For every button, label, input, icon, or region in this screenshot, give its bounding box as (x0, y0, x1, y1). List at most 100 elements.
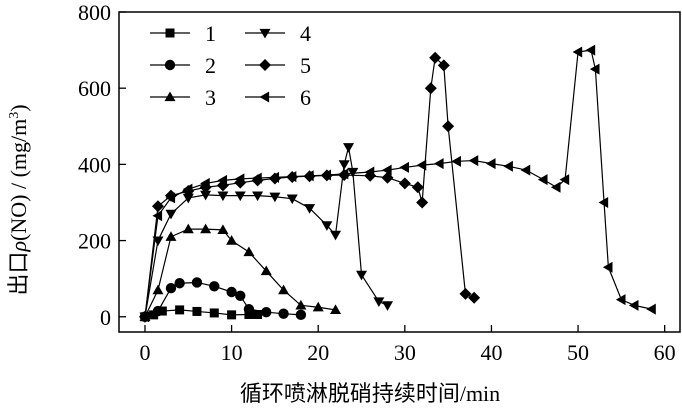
legend-label-2: 2 (205, 53, 216, 78)
y-axis-label-superscript: 3 (7, 112, 22, 119)
series-4-point-13 (338, 160, 350, 170)
series-4-point-7 (252, 191, 264, 202)
series-5-point-22 (459, 287, 472, 300)
series-6-point-12 (338, 168, 349, 180)
series-6-point-14 (382, 164, 392, 176)
plot-frame (118, 11, 681, 333)
x-tick-label-0: 0 (139, 340, 150, 365)
series-5-point-18 (424, 82, 437, 95)
legend-label-6: 6 (300, 85, 311, 110)
series-6-point-8 (269, 171, 280, 183)
series-5-point-16 (411, 181, 424, 194)
y-axis-label-main: (NO) / (mg/m (6, 119, 31, 241)
x-axis-label: 循环喷淋脱硝持续时间/min (240, 381, 500, 406)
series-3-point-3 (182, 223, 194, 234)
series-1-point-8 (253, 309, 263, 319)
series-3-point-4 (200, 223, 212, 234)
series-5-point-20 (437, 59, 450, 72)
legend-marker-5 (259, 59, 271, 71)
series-2-point-1 (152, 305, 164, 317)
legend-item-2: 2 (150, 53, 216, 78)
series-6-point-7 (252, 172, 262, 184)
series-6-point-28 (589, 63, 600, 75)
series-4-point-6 (234, 191, 246, 202)
series-4-point-2 (165, 209, 177, 220)
series-layer (138, 44, 656, 323)
legend-item-3: 3 (150, 85, 216, 110)
series-4-point-8 (269, 192, 281, 203)
series-4-point-17 (373, 297, 385, 308)
series-6-point-0 (139, 311, 150, 323)
series-6-point-19 (468, 155, 479, 167)
legend-item-4: 4 (245, 21, 311, 46)
legend-marker-2 (164, 59, 176, 71)
series-2-point-7 (235, 290, 246, 302)
series-3-point-11 (312, 301, 324, 312)
series-6-point-31 (615, 294, 626, 306)
series-6-point-9 (286, 171, 297, 183)
series-6-point-21 (503, 160, 513, 172)
legend-label-5: 5 (300, 53, 311, 78)
series-6-point-2 (165, 192, 176, 204)
series-6-point-20 (485, 158, 496, 170)
series-5-point-21 (442, 120, 455, 133)
y-tick-label-4: 800 (78, 0, 111, 25)
series-4 (139, 143, 394, 323)
legend-label-4: 4 (300, 21, 311, 46)
series-6-point-26 (572, 46, 583, 58)
legend-marker-1 (165, 28, 175, 38)
x-tick-label-3: 30 (394, 340, 416, 365)
series-5-point-19 (429, 51, 442, 64)
x-tick-label-1: 10 (221, 340, 243, 365)
series-2-point-4 (191, 277, 203, 288)
series-4-point-9 (286, 194, 298, 205)
series-2-point-8 (243, 303, 255, 315)
series-6-point-17 (433, 158, 444, 170)
series-5-point-15 (398, 177, 411, 190)
y-axis-label: 出口ρ(NO) / (mg/m3) (6, 104, 31, 295)
legend-marker-3 (164, 91, 176, 102)
series-3-point-8 (260, 265, 272, 276)
series-6-point-11 (321, 169, 332, 181)
y-axis-label-prefix: 出口 (6, 252, 31, 296)
series-2-point-10 (278, 308, 289, 319)
series-6-point-1 (152, 210, 163, 222)
series-5-point-23 (468, 291, 481, 304)
series-3-point-9 (278, 284, 290, 295)
x-tick-label-6: 60 (654, 340, 676, 365)
series-6-point-10 (304, 170, 314, 182)
legend: 1 2 3 4 5 6 (150, 21, 311, 110)
series-2-point-6 (226, 286, 237, 298)
series-3-point-2 (165, 231, 177, 241)
y-tick-label-1: 200 (78, 229, 111, 254)
series-3-point-1 (152, 284, 164, 295)
series-6-point-18 (451, 155, 461, 167)
series-6-point-6 (234, 173, 245, 185)
legend-marker-4 (259, 28, 271, 39)
series-4-point-12 (330, 230, 342, 241)
plot-area (118, 11, 681, 333)
series-6-point-27 (585, 44, 596, 56)
series-4-point-16 (356, 270, 368, 281)
x-tick-label-5: 50 (567, 340, 589, 365)
series-3-point-5 (217, 224, 229, 235)
legend-label-3: 3 (205, 85, 216, 110)
legend-item-1: 1 (150, 21, 216, 46)
series-4-point-14 (343, 143, 355, 153)
series-2-point-5 (209, 281, 220, 292)
series-6-point-22 (520, 164, 531, 176)
series-6-point-3 (182, 183, 193, 195)
x-tick-label-2: 20 (307, 340, 329, 365)
y-tick-label-0: 0 (100, 305, 111, 330)
series-4-point-4 (200, 190, 212, 201)
y-axis-label-suffix: ) (6, 104, 31, 111)
series-6-point-23 (537, 174, 548, 186)
series-2-point-2 (165, 282, 177, 294)
legend-item-6: 6 (245, 85, 311, 110)
series-2-point-11 (295, 309, 307, 321)
series-6-point-5 (217, 174, 228, 186)
series-6-point-30 (602, 261, 613, 273)
y-tick-label-3: 600 (78, 76, 111, 101)
series-4-point-10 (304, 204, 316, 214)
